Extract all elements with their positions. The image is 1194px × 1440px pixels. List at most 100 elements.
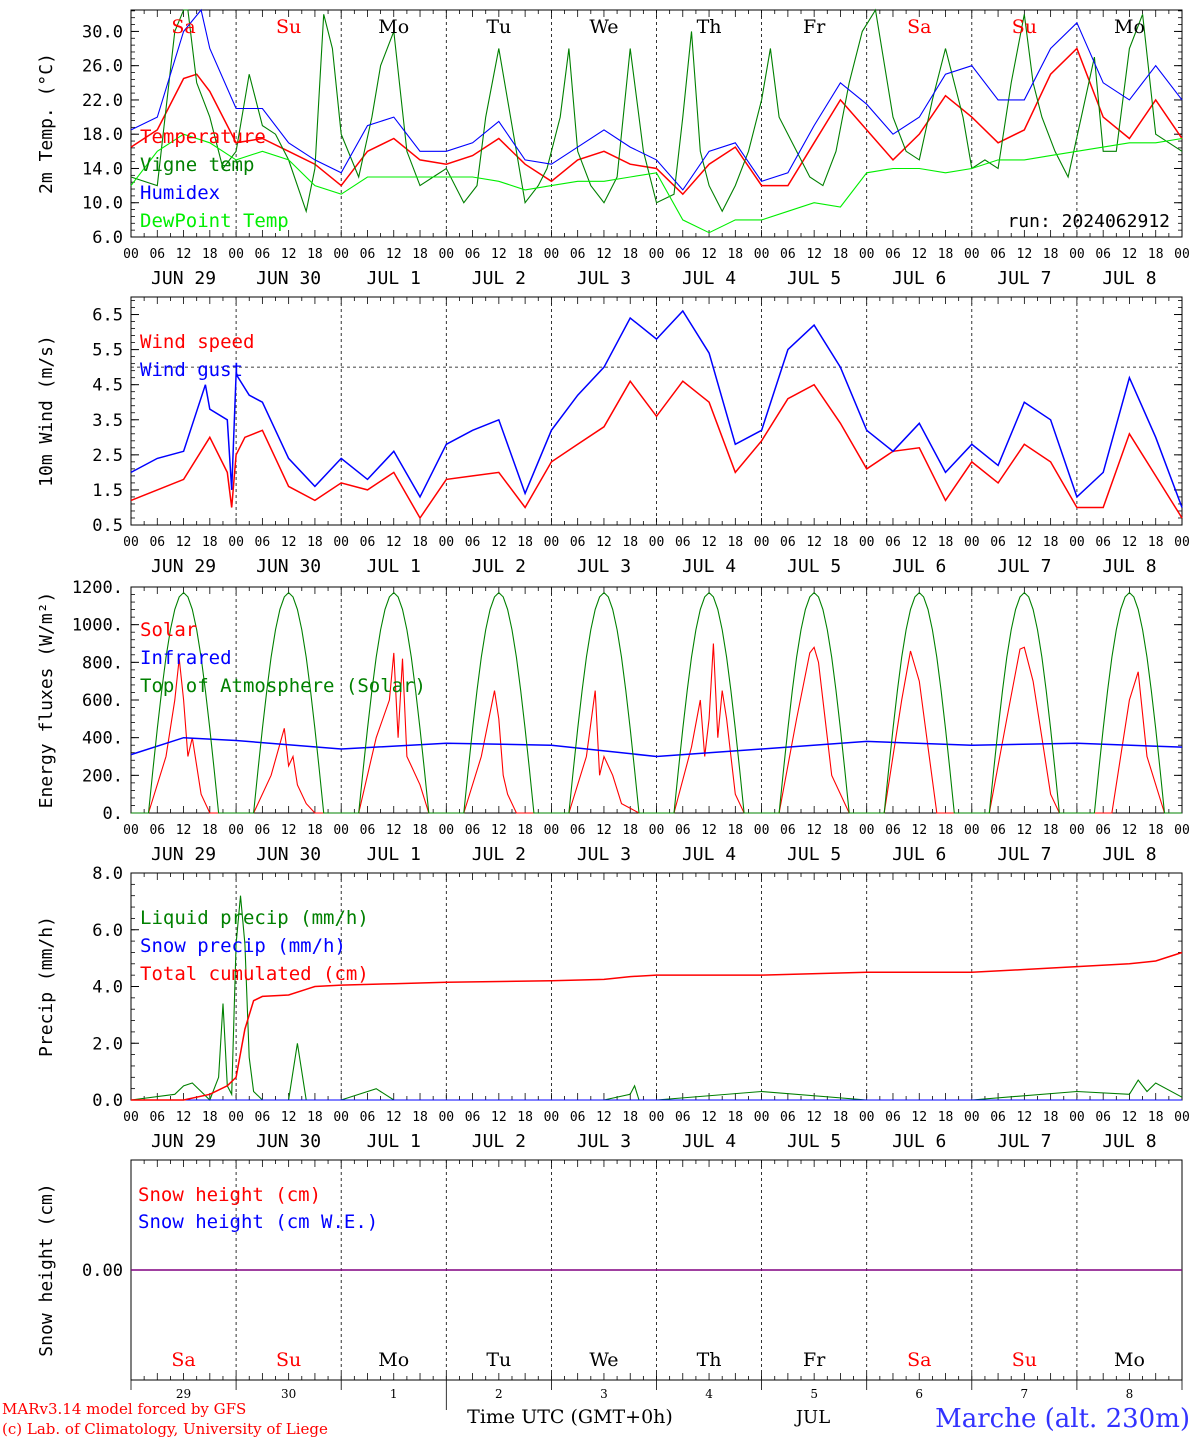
x-date-label: JUL 1: [367, 1131, 421, 1152]
x-date-label: JUL 8: [1102, 556, 1156, 577]
x-date-label: JUL 2: [472, 1131, 526, 1152]
y-tick-label: 18.0: [82, 125, 123, 145]
x-date-label: JUL 6: [892, 844, 946, 865]
y-tick-label: 800.: [82, 653, 123, 673]
x-date-label: JUN 29: [151, 844, 216, 865]
x-date-label: JUN 29: [151, 556, 216, 577]
x-date-label: JUL 3: [577, 1131, 631, 1152]
x-hour-label: 06: [780, 247, 796, 262]
x-hour-label: 06: [675, 1110, 691, 1125]
x-hour-label: 00: [859, 247, 875, 262]
panels: 6.010.014.018.022.026.030.02m Temp. (°C)…: [36, 8, 1190, 1410]
y-axis-label: 2m Temp. (°C): [36, 53, 57, 194]
x-date-label: JUL 8: [1102, 268, 1156, 289]
x-hour-label: 00: [754, 247, 770, 262]
x-hour-label: 00: [754, 823, 770, 838]
x-hour-label: 06: [675, 535, 691, 550]
y-tick-label: 26.0: [82, 57, 123, 77]
x-hour-label: 18: [202, 247, 218, 262]
day-number: 1: [390, 1387, 398, 1401]
x-date-label: JUL 1: [367, 268, 421, 289]
x-hour-label: 12: [281, 1110, 297, 1125]
x-hour-label: 06: [255, 1110, 271, 1125]
x-date-label: JUL 3: [577, 844, 631, 865]
x-hour-label: 18: [833, 823, 849, 838]
x-hour-label: 18: [1148, 247, 1164, 262]
day-number: 4: [705, 1387, 713, 1401]
x-hour-label: 06: [780, 823, 796, 838]
x-hour-label: 06: [149, 1110, 165, 1125]
x-hour-label: 12: [701, 535, 717, 550]
x-hour-label: 18: [727, 1110, 743, 1125]
x-date-label: JUL 5: [787, 268, 841, 289]
x-hour-label: 00: [859, 535, 875, 550]
y-axis-label: Energy fluxes (W/m²): [36, 592, 57, 809]
x-hour-label: 18: [412, 247, 428, 262]
legend-entry: Temperature: [140, 126, 266, 148]
x-date-label: JUN 30: [256, 844, 321, 865]
x-hour-label: 06: [149, 823, 165, 838]
legend-entry: Wind gust: [140, 359, 243, 381]
x-hour-label: 18: [517, 535, 533, 550]
x-hour-label: 18: [202, 535, 218, 550]
x-hour-label: 12: [176, 535, 192, 550]
x-hour-label: 12: [596, 535, 612, 550]
legend-entry: Snow height (cm W.E.): [138, 1211, 378, 1233]
x-hour-label: 00: [1174, 247, 1190, 262]
day-number: 3: [600, 1387, 608, 1401]
day-number: 8: [1126, 1387, 1134, 1401]
day-number: 5: [810, 1387, 818, 1401]
legend-entry: Infrared: [140, 647, 232, 669]
x-hour-label: 18: [202, 1110, 218, 1125]
x-hour-label: 00: [544, 247, 560, 262]
x-hour-label: 00: [964, 535, 980, 550]
x-hour-label: 12: [596, 1110, 612, 1125]
y-tick-label: 0.00: [82, 1261, 123, 1281]
x-hour-label: 00: [123, 1110, 139, 1125]
x-hour-label: 06: [360, 247, 376, 262]
x-date-label: JUL 6: [892, 1131, 946, 1152]
series-line-vigne-temp: [130, 8, 1183, 214]
x-hour-label: 18: [938, 247, 954, 262]
x-hour-label: 06: [780, 1110, 796, 1125]
day-number: 2: [495, 1387, 503, 1401]
weekday-label: Sa: [171, 16, 195, 38]
x-hour-label: 00: [123, 247, 139, 262]
x-date-label: JUL 8: [1102, 1131, 1156, 1152]
x-hour-label: 18: [307, 823, 323, 838]
x-hour-label: 06: [149, 535, 165, 550]
footer: MARv3.14 model forced by GFS (c) Lab. of…: [2, 1400, 1190, 1438]
day-number: 30: [281, 1387, 296, 1401]
x-hour-label: 12: [596, 247, 612, 262]
x-hour-label: 18: [727, 535, 743, 550]
x-hour-label: 00: [754, 535, 770, 550]
x-hour-label: 06: [570, 823, 586, 838]
legend-entry: Top of Atmosphere (Solar): [140, 675, 426, 697]
station-label: Marche (alt. 230m): [935, 1404, 1190, 1434]
x-hour-label: 06: [255, 247, 271, 262]
x-hour-label: 12: [806, 247, 822, 262]
x-hour-label: 00: [333, 247, 349, 262]
x-hour-label: 18: [938, 1110, 954, 1125]
x-hour-label: 06: [885, 823, 901, 838]
x-hour-label: 06: [1095, 1110, 1111, 1125]
x-hour-label: 06: [570, 535, 586, 550]
x-hour-label: 12: [281, 823, 297, 838]
x-hour-label: 00: [228, 1110, 244, 1125]
x-hour-label: 18: [412, 823, 428, 838]
x-hour-label: 18: [412, 535, 428, 550]
x-hour-label: 06: [885, 1110, 901, 1125]
x-hour-label: 00: [964, 247, 980, 262]
x-date-label: JUL 8: [1102, 844, 1156, 865]
weekday-label: Mo: [1114, 16, 1145, 38]
y-tick-label: 600.: [82, 691, 123, 711]
y-tick-label: 1000.: [72, 616, 123, 636]
x-hour-label: 00: [123, 535, 139, 550]
x-hour-label: 12: [1122, 535, 1138, 550]
weekday-label: Tu: [486, 16, 511, 38]
weekday-label: Sa: [907, 1349, 931, 1371]
weekday-label: Tu: [486, 1349, 511, 1371]
credit-line-1: MARv3.14 model forced by GFS: [2, 1400, 246, 1418]
weekday-label: Mo: [378, 16, 409, 38]
x-hour-label: 12: [386, 1110, 402, 1125]
